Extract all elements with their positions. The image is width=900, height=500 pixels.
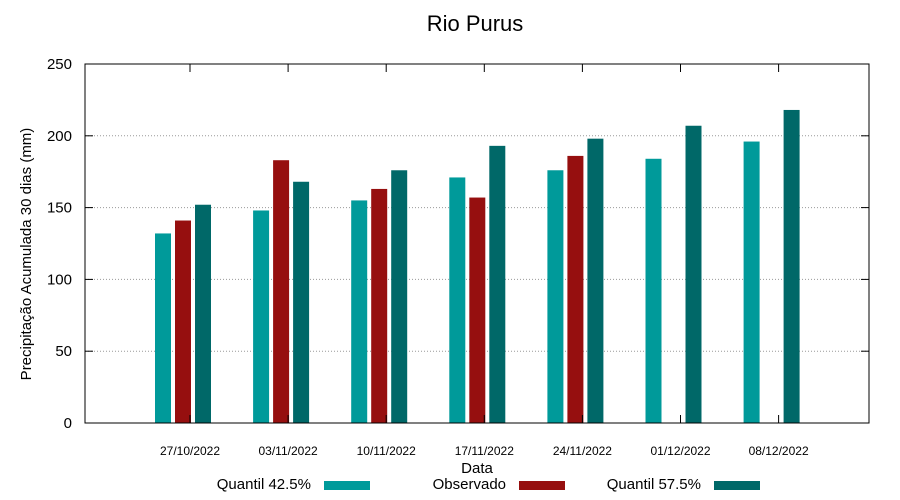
x-tick-label: 03/11/2022 [259, 444, 318, 458]
legend-swatch [324, 481, 370, 490]
legend-label: Observado [433, 476, 506, 493]
bars [155, 109, 800, 424]
bar [449, 177, 466, 423]
bar [351, 200, 368, 423]
bar [273, 160, 290, 423]
legend-label: Quantil 57.5% [607, 476, 701, 493]
chart-title: Rio Purus [427, 11, 524, 36]
y-tick-label: 150 [47, 200, 72, 217]
bar [743, 141, 760, 423]
bar [155, 233, 171, 423]
y-tick-label: 250 [47, 56, 72, 73]
x-axis-ticks: 27/10/2022 03/11/2022 10/11/2022 17/11/2022… [160, 64, 809, 458]
bar [685, 125, 702, 424]
x-tick-label: 10/11/2022 [357, 444, 416, 458]
y-tick-label: 0 [64, 415, 72, 432]
bar [391, 170, 408, 423]
legend-swatch [519, 481, 565, 490]
y-tick-label: 50 [55, 343, 72, 360]
y-tick-label: 200 [47, 128, 72, 145]
bar [567, 155, 584, 424]
x-axis-label: Data [461, 460, 493, 477]
legend-swatch [714, 481, 760, 490]
x-tick-label: 24/11/2022 [553, 444, 612, 458]
legend-label: Quantil 42.5% [217, 476, 311, 493]
bar [547, 170, 564, 423]
bar [253, 210, 270, 423]
bar [489, 145, 506, 424]
plot-frame [84, 63, 870, 424]
bar [371, 188, 388, 423]
y-tick-label: 100 [47, 271, 72, 288]
bar [195, 204, 211, 423]
x-tick-label: 01/12/2022 [650, 444, 710, 458]
bar [645, 158, 662, 423]
y-axis-label: Precipitação Acumulada 30 dias (mm) [18, 128, 35, 381]
x-tick-label: 08/12/2022 [749, 444, 809, 458]
bar [293, 181, 310, 423]
x-tick-label: 17/11/2022 [455, 444, 514, 458]
legend: Quantil 42.5% Observado Quantil 57.5% [217, 476, 760, 493]
y-axis-ticks: 0 50 100 150 200 250 [47, 56, 869, 432]
bar [783, 109, 800, 424]
x-tick-label: 27/10/2022 [160, 444, 220, 458]
bar [587, 138, 604, 423]
bar [469, 197, 486, 423]
bar [175, 220, 191, 423]
